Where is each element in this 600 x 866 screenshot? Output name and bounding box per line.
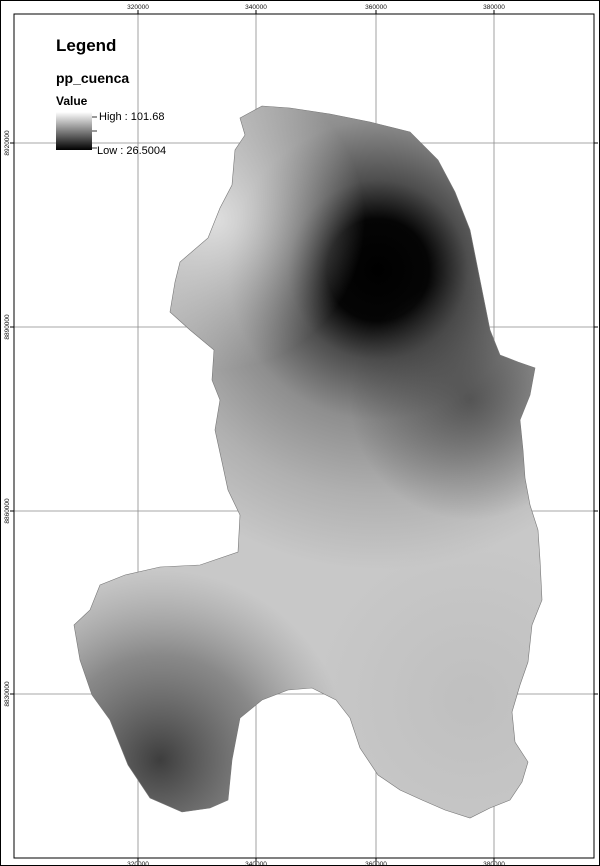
legend-low-label: Low : 26.5004 [97,145,166,157]
basin-boundary [73,105,543,819]
legend: Legend pp_cuenca Value High : 101.68 Low… [56,36,166,157]
x-tick-bottom-label: 320000 [127,861,149,866]
map-frame [13,13,595,859]
legend-layer-name: pp_cuenca [56,70,129,86]
y-tick-left-label: 8860000 [4,498,11,524]
x-tick-bottom-label: 360000 [365,861,387,866]
x-tick-bottom-label: 380000 [483,861,505,866]
x-tick-top-label: 380000 [483,4,505,11]
legend-color-ramp [56,112,92,150]
x-tick-top-label: 320000 [127,4,149,11]
y-axis-left: 8920000 8890000 8860000 8830000 [4,130,14,707]
legend-field-name: Value [56,94,88,108]
x-axis-top: 320000 340000 360000 380000 [127,4,505,14]
y-tick-left-label: 8890000 [4,314,11,340]
x-tick-bottom-label: 340000 [245,861,267,866]
legend-title: Legend [56,36,116,55]
x-tick-top-label: 360000 [365,4,387,11]
y-tick-left-label: 8830000 [4,681,11,707]
y-tick-left-label: 8920000 [4,130,11,156]
y-axis-right [594,142,598,695]
legend-high-label: High : 101.68 [99,111,164,123]
x-axis-bottom: 320000 340000 360000 380000 [127,858,505,866]
x-tick-top-label: 340000 [245,4,267,11]
